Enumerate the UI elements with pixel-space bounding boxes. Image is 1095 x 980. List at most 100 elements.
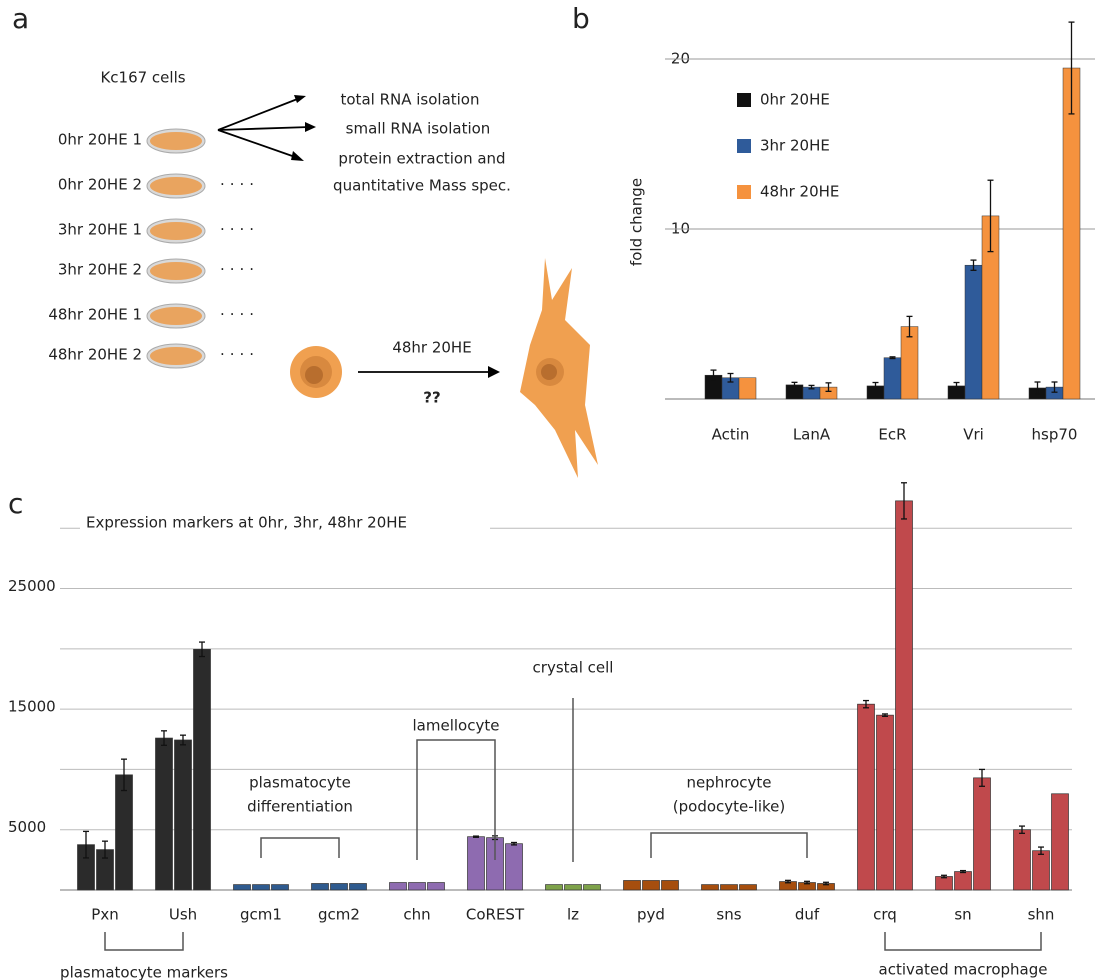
arrowheads	[291, 95, 500, 378]
bar	[857, 703, 875, 891]
x-tick-label: pyd	[637, 906, 665, 924]
x-tick-label: gcm2	[318, 906, 360, 924]
x-tick-label: Ush	[169, 906, 197, 924]
bar	[115, 774, 133, 891]
x-tick-label: CoREST	[466, 906, 525, 924]
output: small RNA isolation	[346, 120, 491, 138]
y-tick-label: 25000	[8, 577, 56, 595]
dots: ····	[220, 176, 259, 194]
bar	[895, 500, 913, 891]
legend-swatch	[737, 139, 751, 153]
bar	[973, 777, 991, 891]
bar	[389, 882, 407, 891]
x-tick-label: EcR	[878, 426, 906, 444]
sample-label: 3hr 20HE 1	[58, 221, 142, 239]
output: total RNA isolation	[341, 91, 480, 109]
sample-label: 3hr 20HE 2	[58, 261, 142, 279]
bar	[739, 884, 757, 891]
bar	[1032, 850, 1050, 891]
x-tick-label: Vri	[963, 426, 984, 444]
bar	[193, 648, 211, 891]
annotation: lamellocyte	[413, 717, 500, 735]
bar	[408, 882, 426, 891]
bar	[545, 884, 563, 891]
bar	[1051, 793, 1069, 891]
panel-label: c	[8, 487, 23, 520]
bracket	[650, 832, 808, 858]
x-tick-label: sns	[716, 906, 741, 924]
bar	[330, 883, 348, 891]
chart-title: Expression markers at 0hr, 3hr, 48hr 20H…	[86, 514, 407, 532]
dish	[150, 307, 202, 325]
bracket	[416, 739, 496, 860]
bar	[1013, 829, 1031, 891]
annotation: plasmatocyte	[249, 774, 351, 792]
x-tick-label: sn	[954, 906, 971, 924]
dots: ····	[220, 221, 259, 239]
bar	[642, 880, 660, 891]
bar	[720, 884, 738, 891]
legend-label: 48hr 20HE	[760, 183, 839, 201]
cell-line: Kc167 cells	[100, 69, 185, 87]
bar	[564, 884, 582, 891]
x-tick-label: shn	[1028, 906, 1055, 924]
bar	[155, 737, 173, 891]
bar	[935, 876, 953, 891]
x-tick-label: Pxn	[91, 906, 118, 924]
y-axis-label: fold change	[628, 178, 646, 266]
legend-label: 0hr 20HE	[760, 91, 830, 109]
bar	[467, 836, 485, 891]
bar	[583, 884, 601, 891]
sample-label: 0hr 20HE 1	[58, 131, 142, 149]
x-tick-label: duf	[795, 906, 820, 924]
panel-label: b	[572, 2, 590, 35]
annotation: plasmatocyte markers	[60, 964, 228, 980]
bar	[271, 884, 289, 891]
arrows	[217, 97, 492, 373]
bracket	[884, 932, 1042, 951]
dish	[150, 132, 202, 150]
bar	[883, 357, 902, 400]
bar	[954, 871, 972, 891]
bar	[900, 326, 919, 400]
diagram: Kc167 cells total RNA isolation small RN…	[100, 69, 598, 478]
bar	[738, 377, 757, 400]
outcome: ??	[423, 389, 440, 407]
annotation: (podocyte-like)	[673, 798, 785, 816]
annotation: crystal cell	[533, 659, 614, 677]
title-bg	[80, 510, 490, 536]
x-tick-label: lz	[567, 906, 579, 924]
annotation: nephrocyte	[686, 774, 771, 792]
sample-label: 48hr 20HE 2	[48, 346, 142, 364]
dots: ····	[220, 261, 259, 279]
sample-label: 0hr 20HE 2	[58, 176, 142, 194]
bar	[233, 884, 251, 891]
output: quantitative Mass spec.	[333, 177, 511, 195]
dish	[150, 347, 202, 365]
panel-label: a	[12, 2, 29, 35]
dots: ····	[220, 306, 259, 324]
bar	[427, 882, 445, 891]
x-tick-label: hsp70	[1032, 426, 1078, 444]
x-tick-label: crq	[873, 906, 897, 924]
x-tick-label: chn	[403, 906, 430, 924]
dots: ····	[220, 346, 259, 364]
legend-label: 3hr 20HE	[760, 137, 830, 155]
bar	[701, 884, 719, 891]
bar	[349, 883, 367, 891]
sample-label: 48hr 20HE 1	[48, 306, 142, 324]
output: protein extraction and	[338, 150, 505, 168]
bar	[311, 883, 329, 891]
legend-swatch	[737, 185, 751, 199]
y-tick-label: 15000	[8, 698, 56, 716]
annotation: activated macrophage	[879, 961, 1048, 979]
x-tick-label: LanA	[793, 426, 831, 444]
bar	[505, 843, 523, 891]
x-tick-label: Actin	[712, 426, 750, 444]
x-tick-label: gcm1	[240, 906, 282, 924]
bracket	[104, 932, 184, 951]
bar	[623, 880, 641, 891]
cell	[541, 364, 557, 380]
treatment: 48hr 20HE	[392, 339, 471, 357]
